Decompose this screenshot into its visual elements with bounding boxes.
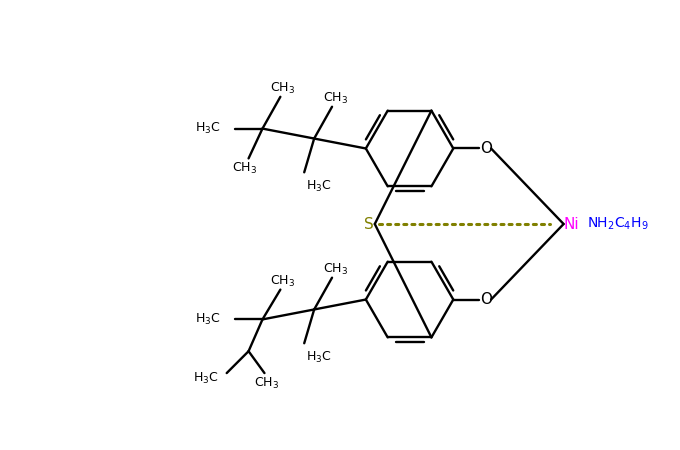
Text: H$_3$C: H$_3$C: [195, 312, 221, 327]
Text: CH$_3$: CH$_3$: [254, 375, 279, 391]
Text: H$_3$C: H$_3$C: [195, 121, 221, 136]
Text: CH$_3$: CH$_3$: [324, 262, 349, 277]
Text: S: S: [364, 216, 374, 231]
Text: CH$_3$: CH$_3$: [324, 91, 349, 106]
Text: O: O: [480, 292, 492, 307]
Text: O: O: [480, 141, 492, 156]
Text: CH$_3$: CH$_3$: [232, 161, 257, 176]
Text: Ni: Ni: [564, 216, 579, 231]
Text: H$_3$C: H$_3$C: [193, 370, 219, 386]
Text: H$_3$C: H$_3$C: [306, 179, 332, 194]
Text: CH$_3$: CH$_3$: [270, 274, 295, 289]
Text: H$_3$C: H$_3$C: [306, 350, 332, 365]
Text: NH$_2$C$_4$H$_9$: NH$_2$C$_4$H$_9$: [588, 216, 649, 232]
Text: CH$_3$: CH$_3$: [270, 81, 295, 96]
